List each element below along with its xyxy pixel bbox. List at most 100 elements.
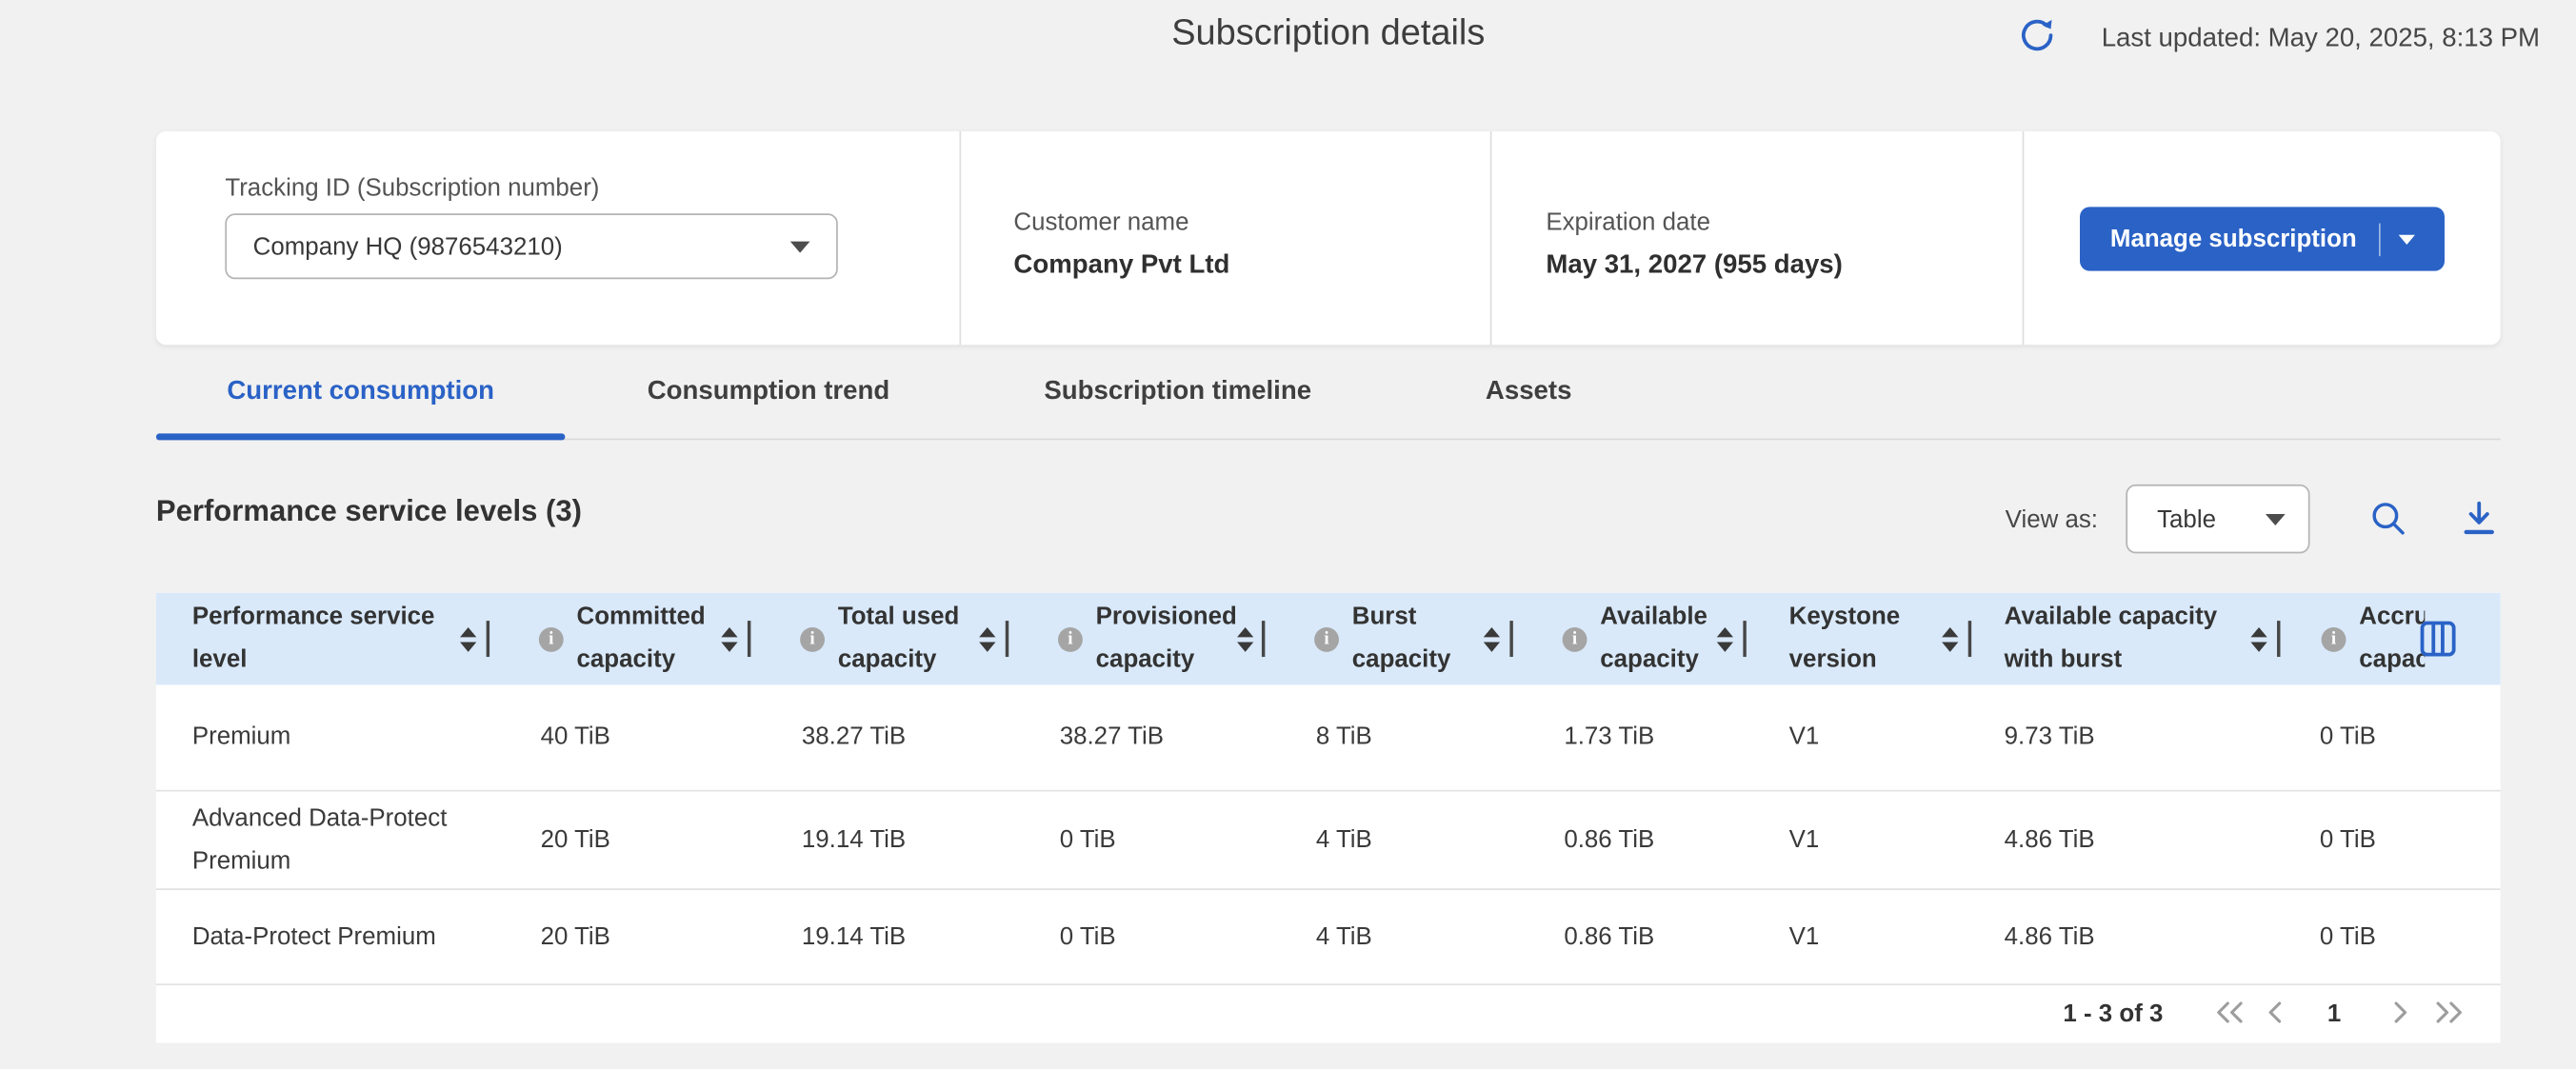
- cell-available-capacity: 1.73 TiB: [1564, 723, 1655, 751]
- cell-available-capacity-with-burst: 4.86 TiB: [2004, 825, 2095, 854]
- cell-accrued-capacity: 0 TiB: [2319, 825, 2376, 854]
- column-label: Committed capacity: [576, 602, 706, 674]
- column-label: Keystone version: [1788, 602, 1901, 674]
- chevron-left-icon: [2265, 1000, 2285, 1029]
- column-label: Total used capacity: [837, 602, 960, 674]
- tracking-id-select[interactable]: Company HQ (9876543210): [225, 213, 838, 280]
- cell-performance-service-level: Premium: [191, 723, 291, 751]
- tracking-id-value: Company HQ (9876543210): [252, 232, 563, 261]
- column-label: Provisioned capacity: [1095, 602, 1237, 674]
- column-header-performance-service-level: Performance service level: [156, 593, 489, 685]
- refresh-button[interactable]: [2017, 15, 2056, 54]
- manage-subscription-button[interactable]: Manage subscription: [2080, 207, 2445, 271]
- card-divider: [959, 131, 962, 346]
- cell-burst-capacity: 8 TiB: [1315, 723, 1372, 751]
- cell-available-capacity-with-burst: 4.86 TiB: [2004, 922, 2095, 951]
- button-separator: [2378, 222, 2380, 256]
- column-header-keystone-version: Keystone version: [1747, 593, 1971, 685]
- section-title: Performance service levels (3): [155, 494, 582, 527]
- cell-provisioned-capacity: 38.27 TiB: [1059, 723, 1165, 751]
- subscription-summary-card: Tracking ID (Subscription number) Compan…: [155, 131, 2501, 346]
- chevron-right-icon: [2390, 1000, 2410, 1029]
- card-divider: [2022, 131, 2025, 346]
- sort-icon[interactable]: [1483, 626, 1501, 652]
- table-row: Data-Protect Premium 20 TiB 19.14 TiB 0 …: [155, 890, 2501, 986]
- view-controls: View as: Table: [2005, 484, 2501, 554]
- cell-available-capacity: 0.86 TiB: [1564, 922, 1655, 951]
- column-header-total-used-capacity: i Total used capacity: [750, 593, 1008, 685]
- column-header-burst-capacity: i Burst capacity: [1265, 593, 1512, 685]
- cell-performance-service-level: Data-Protect Premium: [191, 922, 436, 951]
- cell-available-capacity: 0.86 TiB: [1564, 825, 1655, 854]
- pagination-first-button[interactable]: [2212, 1000, 2247, 1029]
- info-icon[interactable]: i: [1314, 626, 1339, 652]
- cell-keystone-version: V1: [1788, 825, 1820, 854]
- sort-icon[interactable]: [2250, 626, 2267, 652]
- view-as-select[interactable]: Table: [2126, 484, 2310, 554]
- tracking-id-label: Tracking ID (Subscription number): [225, 173, 600, 203]
- customer-name-label: Customer name: [1013, 208, 1189, 237]
- pagination-next-button[interactable]: [2390, 1000, 2410, 1029]
- pagination-range: 1 - 3 of 3: [2063, 1000, 2164, 1028]
- chevron-down-icon[interactable]: [2397, 233, 2415, 245]
- section-header: Performance service levels (3) View as: …: [156, 440, 2501, 592]
- sort-icon[interactable]: [721, 626, 738, 652]
- search-icon: [2367, 503, 2410, 545]
- cell-keystone-version: V1: [1788, 922, 1820, 951]
- pagination-bar: 1 - 3 of 3 1: [156, 985, 2501, 1042]
- info-icon[interactable]: i: [1057, 626, 1083, 652]
- tab-assets[interactable]: Assets: [1485, 376, 1572, 406]
- view-as-value: Table: [2157, 505, 2216, 533]
- pagination-last-button[interactable]: [2431, 1000, 2466, 1029]
- download-icon: [2458, 501, 2501, 545]
- tab-consumption-trend[interactable]: Consumption trend: [647, 376, 890, 406]
- tab-current-consumption[interactable]: Current consumption: [155, 345, 566, 441]
- pagination-prev-button[interactable]: [2265, 1000, 2285, 1029]
- info-icon[interactable]: i: [2321, 626, 2346, 652]
- sort-icon[interactable]: [1942, 626, 1959, 652]
- column-label: Burst capacity: [1351, 602, 1451, 674]
- sort-icon[interactable]: [979, 626, 996, 652]
- cell-accrued-capacity: 0 TiB: [2319, 723, 2376, 751]
- search-button[interactable]: [2367, 498, 2410, 541]
- cell-provisioned-capacity: 0 TiB: [1059, 922, 1116, 951]
- cell-accrued-capacity: 0 TiB: [2319, 922, 2376, 951]
- info-icon[interactable]: i: [800, 626, 826, 652]
- cell-committed-capacity: 40 TiB: [540, 723, 610, 751]
- info-icon[interactable]: i: [538, 626, 564, 652]
- expiration-date-value: May 31, 2027 (955 days): [1546, 250, 1843, 280]
- sort-icon[interactable]: [1716, 626, 1734, 652]
- refresh-icon: [2017, 19, 2056, 59]
- info-icon[interactable]: i: [1562, 626, 1588, 652]
- top-bar: Subscription details Last updated: May 2…: [0, 0, 2576, 92]
- download-button[interactable]: [2458, 498, 2501, 541]
- cell-total-used-capacity: 38.27 TiB: [801, 723, 907, 751]
- customer-name-field: Customer name Company Pvt Ltd: [1013, 208, 1229, 281]
- tab-subscription-timeline[interactable]: Subscription timeline: [1044, 376, 1312, 406]
- cell-total-used-capacity: 19.14 TiB: [801, 825, 907, 854]
- cell-burst-capacity: 4 TiB: [1315, 825, 1372, 854]
- customer-name-value: Company Pvt Ltd: [1013, 250, 1230, 280]
- tab-bar: Current consumption Consumption trend Su…: [155, 345, 2501, 441]
- sort-icon[interactable]: [460, 626, 477, 652]
- sort-icon[interactable]: [1236, 626, 1254, 652]
- column-label: Available capacity: [1600, 602, 1707, 674]
- double-chevron-right-icon: [2431, 1000, 2466, 1029]
- cell-keystone-version: V1: [1788, 723, 1820, 751]
- column-label: Performance service level: [191, 602, 435, 674]
- table-row: Premium 40 TiB 38.27 TiB 38.27 TiB 8 TiB…: [155, 684, 2501, 792]
- cell-committed-capacity: 20 TiB: [540, 825, 610, 854]
- column-header-available-capacity: i Available capacity: [1513, 593, 1747, 685]
- cell-provisioned-capacity: 0 TiB: [1059, 825, 1116, 854]
- cell-performance-service-level: Advanced Data-Protect Premium: [191, 804, 448, 875]
- columns-icon: [2420, 621, 2456, 662]
- view-as-label: View as:: [2005, 505, 2098, 533]
- pagination-current-page[interactable]: 1: [2326, 1000, 2342, 1028]
- tracking-id-field: Tracking ID (Subscription number) Compan…: [225, 173, 838, 280]
- column-label: Accrued capacity: [2359, 602, 2425, 674]
- double-chevron-left-icon: [2212, 1000, 2247, 1029]
- manage-subscription-label: Manage subscription: [2109, 225, 2357, 253]
- chevron-down-icon: [2265, 513, 2286, 525]
- column-settings-button[interactable]: [2420, 621, 2456, 657]
